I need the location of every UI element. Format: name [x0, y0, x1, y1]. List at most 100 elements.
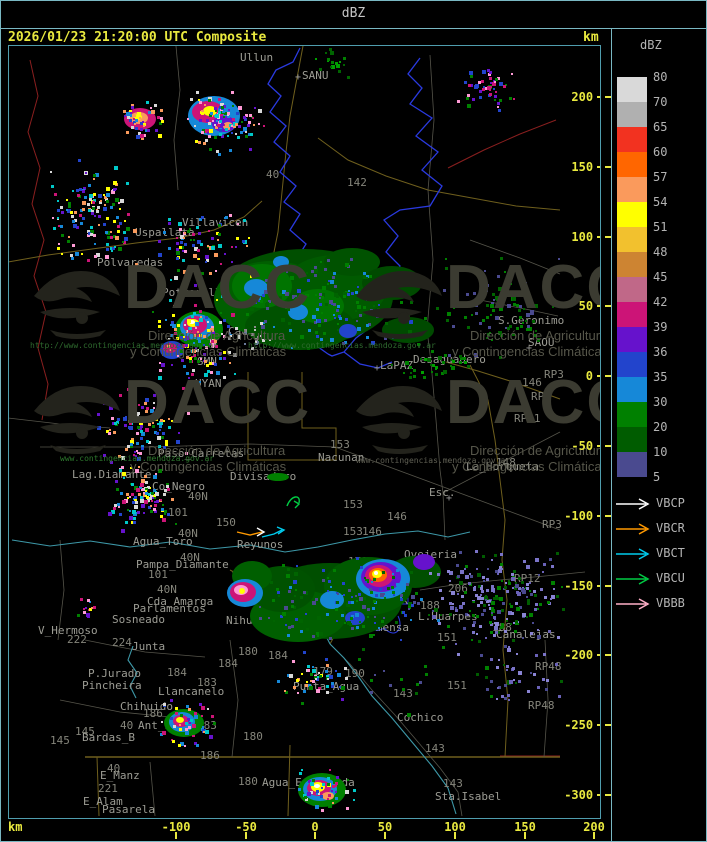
- radar-echo-speckle: [330, 281, 333, 284]
- radar-echo-speckle: [268, 617, 270, 619]
- radar-echo-speckle: [558, 258, 560, 260]
- radar-echo-speckle: [187, 118, 189, 120]
- map-road-label: 40N: [180, 551, 200, 564]
- radar-echo-speckle: [367, 608, 370, 611]
- radar-echo-speckle: [315, 805, 319, 809]
- radar-echo-speckle: [386, 592, 389, 595]
- radar-echo-speckle: [185, 728, 188, 731]
- radar-echo-speckle: [548, 630, 551, 633]
- radar-echo-speckle: [288, 322, 291, 325]
- radar-echo-speckle: [240, 131, 243, 134]
- radar-echo-speckle: [140, 499, 144, 503]
- radar-echo-speckle: [518, 309, 521, 312]
- radar-echo-speckle: [363, 306, 366, 309]
- radar-echo-speckle: [345, 318, 348, 321]
- radar-echo-speckle: [295, 295, 297, 297]
- radar-echo-speckle: [420, 358, 422, 360]
- radar-echo-speckle: [357, 327, 361, 331]
- radar-echo-speckle: [145, 490, 147, 492]
- radar-echo-speckle: [506, 620, 508, 622]
- panel-divider: [611, 28, 612, 842]
- radar-echo-speckle: [199, 101, 202, 104]
- radar-echo-speckle: [435, 368, 437, 370]
- radar-echo-speckle: [223, 116, 225, 118]
- radar-echo-speckle: [212, 120, 214, 122]
- radar-echo-speckle: [335, 608, 338, 611]
- radar-echo-speckle: [373, 305, 375, 307]
- radar-echo-speckle: [76, 226, 79, 229]
- radar-echo-speckle: [308, 329, 311, 332]
- vbcu-arrow-icon: [614, 571, 656, 590]
- radar-echo-speckle: [351, 292, 354, 295]
- map-place-label: Cda_Amarga: [147, 595, 214, 608]
- radar-echo-speckle: [186, 330, 188, 332]
- radar-echo-speckle: [321, 809, 324, 812]
- radar-echo-speckle: [456, 564, 459, 567]
- colorbar-swatch: [617, 252, 647, 277]
- radar-echo-speckle: [205, 129, 209, 133]
- radar-echo-speckle: [432, 615, 436, 619]
- radar-echo-speckle: [90, 230, 94, 234]
- radar-echo-speckle: [160, 419, 163, 422]
- radar-echo-speckle: [113, 431, 116, 434]
- radar-echo-speckle: [370, 679, 373, 682]
- radar-echo-speckle: [51, 185, 54, 188]
- radar-echo-speckle: [490, 82, 492, 84]
- colorbar-label: 70: [653, 95, 668, 109]
- radar-echo-speckle: [84, 196, 87, 199]
- radar-echo-speckle: [468, 84, 471, 87]
- radar-echo-speckle: [497, 573, 499, 575]
- radar-echo-speckle: [501, 609, 504, 612]
- radar-echo-speckle: [455, 607, 457, 609]
- radar-echo-speckle: [408, 608, 410, 610]
- radar-echo-speckle: [205, 316, 208, 319]
- radar-echo-speckle: [489, 332, 491, 334]
- radar-echo-speckle: [196, 349, 199, 352]
- radar-echo-speckle: [206, 119, 209, 122]
- radar-echo-speckle: [266, 307, 269, 310]
- radar-echo-speckle: [144, 475, 147, 478]
- radar-echo-speckle: [346, 807, 349, 810]
- radar-echo-cell: [413, 554, 435, 570]
- radar-echo-speckle: [467, 365, 470, 368]
- radar-echo-speckle: [220, 103, 224, 107]
- radar-echo-speckle: [316, 632, 319, 635]
- radar-echo-speckle: [495, 78, 498, 81]
- radar-echo-speckle: [92, 201, 95, 204]
- radar-echo-speckle: [172, 740, 175, 743]
- radar-echo-speckle: [174, 328, 177, 331]
- radar-echo-speckle: [133, 454, 135, 456]
- radar-echo-speckle: [207, 370, 210, 373]
- radar-echo-speckle: [344, 341, 347, 344]
- radar-echo-speckle: [166, 485, 169, 488]
- axis-tick-mark: [605, 236, 611, 238]
- radar-echo-speckle: [403, 372, 405, 374]
- radar-echo-speckle: [143, 134, 146, 137]
- radar-echo-speckle: [190, 719, 193, 722]
- radar-echo-speckle: [85, 607, 87, 609]
- radar-echo-speckle: [126, 131, 129, 134]
- radar-echo-speckle: [182, 387, 185, 390]
- axis-tick-label: -100: [161, 820, 191, 834]
- radar-echo-speckle: [110, 236, 113, 239]
- radar-echo-speckle: [211, 237, 214, 240]
- radar-echo-speckle: [508, 582, 511, 585]
- radar-echo-speckle: [116, 488, 119, 491]
- radar-echo-speckle: [187, 268, 191, 272]
- radar-echo-speckle: [219, 321, 222, 324]
- radar-echo-speckle: [223, 105, 226, 108]
- radar-echo-speckle: [160, 515, 163, 518]
- radar-echo-speckle: [227, 112, 230, 115]
- radar-echo-speckle: [177, 355, 179, 357]
- map-place-label: SAOU: [528, 336, 555, 349]
- radar-echo-speckle: [155, 418, 158, 421]
- timestamp: 2026/01/23 21:20:00 UTC Composite: [8, 30, 267, 45]
- radar-echo-speckle: [163, 703, 166, 706]
- radar-echo-speckle: [106, 193, 110, 197]
- radar-echo-speckle: [490, 314, 492, 316]
- radar-echo-speckle: [424, 665, 427, 668]
- legend-label: VBCU: [656, 571, 685, 585]
- radar-echo-speckle: [168, 426, 171, 429]
- radar-echo-speckle: [140, 128, 143, 131]
